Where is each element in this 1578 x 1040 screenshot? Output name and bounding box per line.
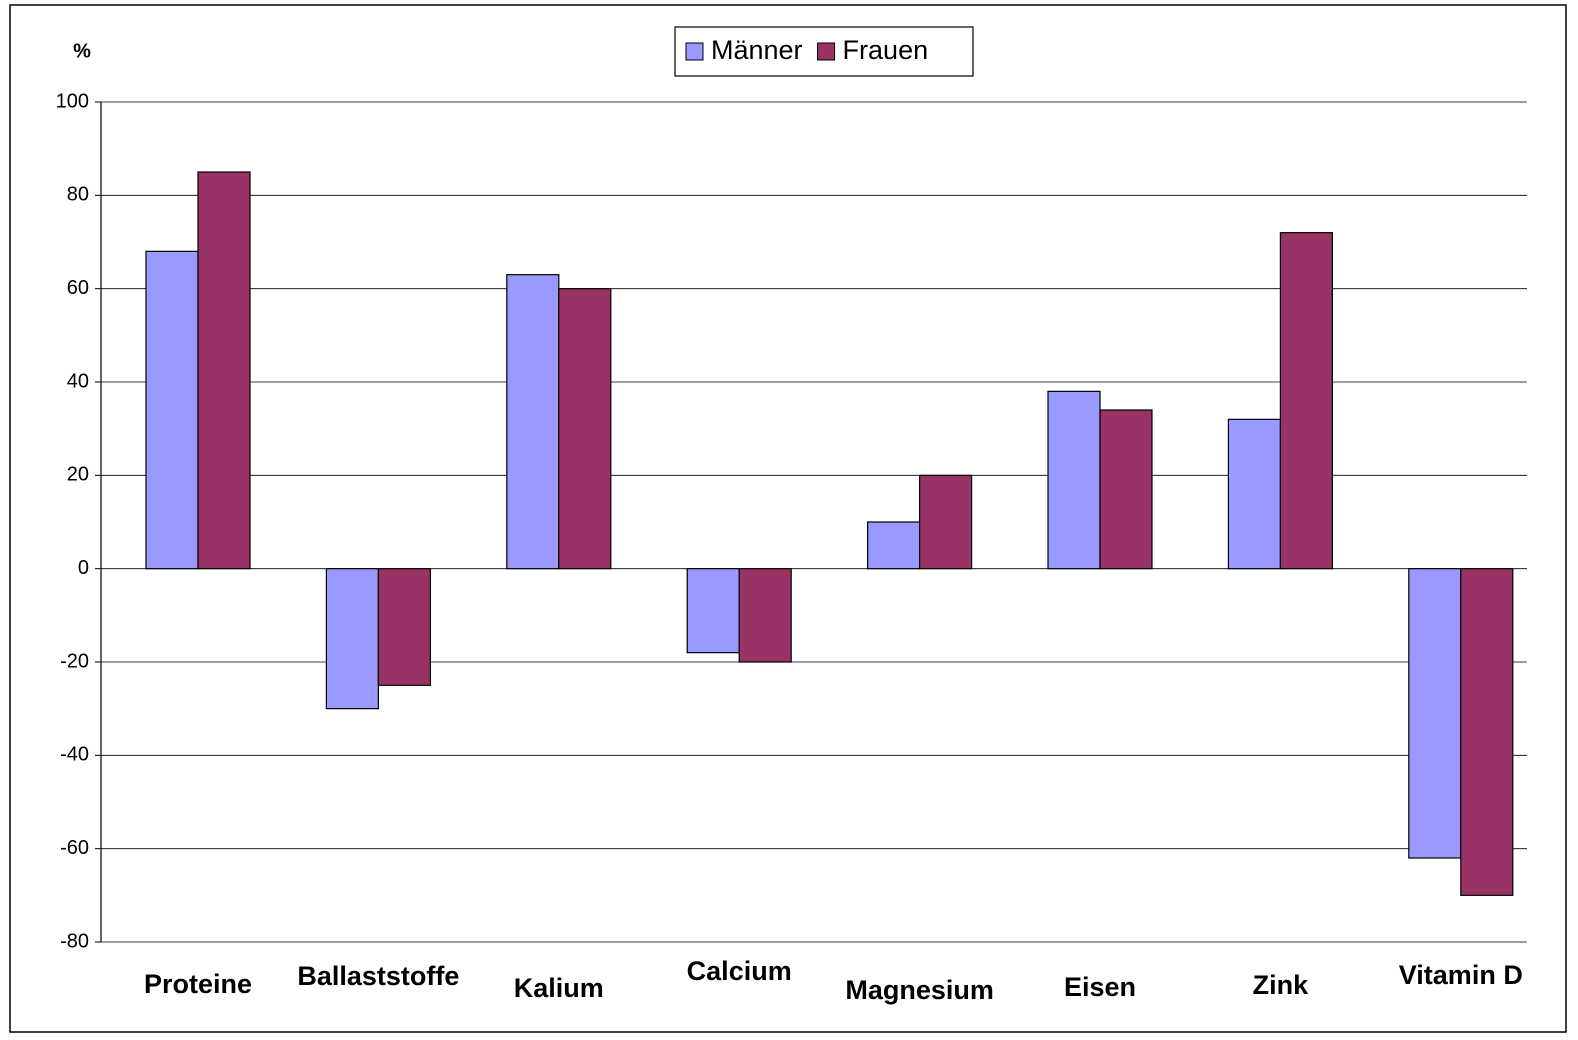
bar (1460, 568, 1514, 896)
y-axis-label: % (73, 40, 91, 62)
x-tick-label: Ballaststoffe (297, 961, 459, 991)
x-tick-label: Zink (1253, 970, 1309, 1000)
legend-swatch (817, 42, 836, 61)
bar (377, 568, 431, 686)
bar (1408, 568, 1462, 859)
bar (1227, 418, 1282, 570)
bar (197, 171, 251, 570)
y-tick-label: -40 (60, 744, 89, 766)
y-tick-label: -80 (60, 930, 89, 952)
y-tick-label: 100 (56, 90, 89, 112)
bar (506, 274, 560, 570)
bar (918, 474, 973, 570)
bar (866, 521, 921, 570)
legend-label: Frauen (843, 35, 929, 65)
y-tick-label: 60 (67, 277, 89, 299)
y-tick-label: -20 (60, 650, 89, 672)
y-tick-label: 0 (78, 557, 89, 579)
y-tick-label: 40 (67, 370, 89, 392)
bar (145, 250, 199, 570)
x-tick-label: Magnesium (845, 975, 994, 1005)
bar (1047, 390, 1101, 570)
x-tick-label: Vitamin D (1399, 960, 1523, 990)
legend-swatch (685, 42, 704, 61)
x-tick-label: Kalium (514, 973, 604, 1003)
y-tick-label: 20 (67, 464, 89, 486)
bar (325, 568, 379, 710)
bar (1279, 232, 1334, 570)
x-tick-label: Proteine (144, 969, 252, 999)
bar (1099, 409, 1153, 570)
bar (738, 568, 792, 663)
bar (686, 568, 740, 654)
x-tick-label: Calcium (687, 956, 792, 986)
y-tick-label: -60 (60, 837, 89, 859)
y-tick-label: 80 (67, 184, 89, 206)
x-tick-label: Eisen (1064, 972, 1136, 1002)
legend-label: Männer (711, 35, 803, 65)
bar (558, 288, 612, 570)
